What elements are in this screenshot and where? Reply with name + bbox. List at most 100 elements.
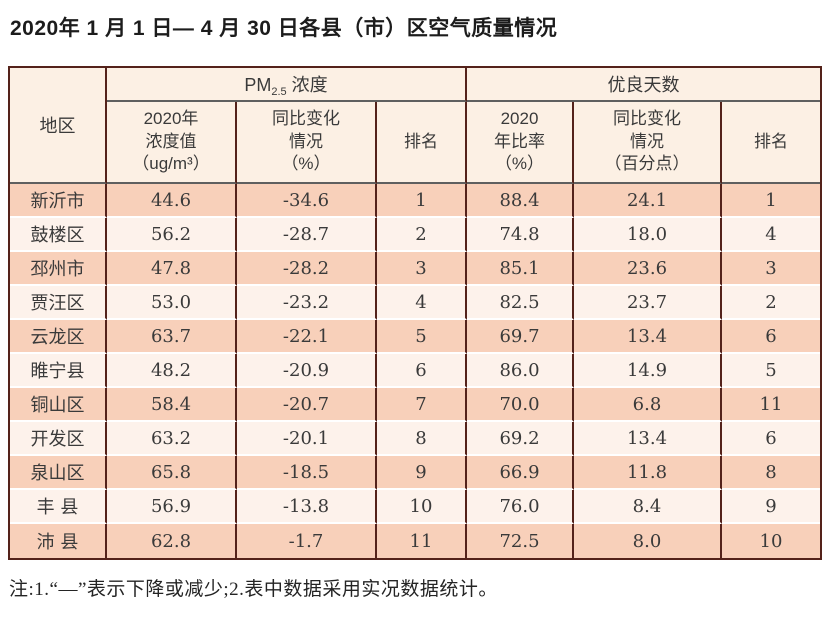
cell-pm-rank: 4	[377, 286, 467, 320]
cell-days-rate: 72.5	[467, 524, 574, 558]
cell-region: 铜山区	[10, 388, 107, 422]
cell-days-rank: 2	[722, 286, 820, 320]
cell-days-change: 23.6	[574, 252, 722, 286]
cell-pm-change: -28.2	[237, 252, 377, 286]
table-row: 铜山区 58.4 -20.7 7 70.0 6.8 11	[10, 388, 820, 422]
cell-pm-rank: 11	[377, 524, 467, 558]
cell-days-change: 8.4	[574, 490, 722, 524]
cell-days-rate: 82.5	[467, 286, 574, 320]
cell-pm-value: 53.0	[107, 286, 237, 320]
cell-days-rate: 88.4	[467, 184, 574, 218]
cell-pm-change: -23.2	[237, 286, 377, 320]
cell-region: 泉山区	[10, 456, 107, 490]
column-header-pm-rank: 排名	[377, 102, 467, 184]
cell-days-change: 24.1	[574, 184, 722, 218]
table-row: 丰 县 56.9 -13.8 10 76.0 8.4 9	[10, 490, 820, 524]
sub-header-row: 2020年 浓度值 （ug/m³） 同比变化 情况 （%） 排名 2020 年比…	[10, 102, 820, 184]
pm25-label-prefix: PM	[244, 74, 272, 95]
cell-days-rate: 70.0	[467, 388, 574, 422]
cell-pm-value: 47.8	[107, 252, 237, 286]
cell-pm-value: 56.9	[107, 490, 237, 524]
table-footnote: 注:1.“—”表示下降或减少;2.表中数据采用实况数据统计。	[9, 579, 498, 600]
cell-days-rate: 85.1	[467, 252, 574, 286]
group-header-good-days: 优良天数	[467, 68, 820, 102]
cell-pm-value: 58.4	[107, 388, 237, 422]
cell-days-change: 23.7	[574, 286, 722, 320]
group-header-pm25: PM2.5 浓度	[107, 68, 467, 102]
cell-days-change: 11.8	[574, 456, 722, 490]
cell-region: 鼓楼区	[10, 218, 107, 252]
cell-pm-rank: 10	[377, 490, 467, 524]
cell-days-rank: 3	[722, 252, 820, 286]
cell-pm-change: -20.9	[237, 354, 377, 388]
table-row: 邳州市 47.8 -28.2 3 85.1 23.6 3	[10, 252, 820, 286]
cell-pm-change: -28.7	[237, 218, 377, 252]
cell-days-rate: 66.9	[467, 456, 574, 490]
table-row: 鼓楼区 56.2 -28.7 2 74.8 18.0 4	[10, 218, 820, 252]
cell-days-change: 6.8	[574, 388, 722, 422]
table-row: 开发区 63.2 -20.1 8 69.2 13.4 6	[10, 422, 820, 456]
cell-days-rank: 1	[722, 184, 820, 218]
cell-days-rate: 76.0	[467, 490, 574, 524]
cell-days-rank: 5	[722, 354, 820, 388]
cell-days-change: 13.4	[574, 422, 722, 456]
cell-pm-change: -18.5	[237, 456, 377, 490]
column-header-pm-change: 同比变化 情况 （%）	[237, 102, 377, 184]
cell-days-rank: 6	[722, 422, 820, 456]
cell-days-rate: 69.7	[467, 320, 574, 354]
column-header-region: 地区	[10, 68, 107, 184]
group-header-row: 地区 PM2.5 浓度 优良天数	[10, 68, 820, 184]
table-row: 云龙区 63.7 -22.1 5 69.7 13.4 6	[10, 320, 820, 354]
cell-days-rate: 69.2	[467, 422, 574, 456]
column-header-days-change: 同比变化 情况 （百分点）	[574, 102, 722, 184]
cell-region: 开发区	[10, 422, 107, 456]
cell-pm-value: 48.2	[107, 354, 237, 388]
cell-pm-rank: 3	[377, 252, 467, 286]
cell-pm-rank: 1	[377, 184, 467, 218]
cell-days-change: 18.0	[574, 218, 722, 252]
cell-pm-rank: 8	[377, 422, 467, 456]
cell-days-change: 13.4	[574, 320, 722, 354]
cell-region: 睢宁县	[10, 354, 107, 388]
table-row: 泉山区 65.8 -18.5 9 66.9 11.8 8	[10, 456, 820, 490]
cell-days-change: 14.9	[574, 354, 722, 388]
cell-days-rank: 10	[759, 530, 783, 552]
cell-region: 新沂市	[10, 184, 107, 218]
table-header: 地区 PM2.5 浓度 优良天数 2020年 浓度值 （ug/m³） 同比变化 …	[10, 68, 820, 184]
cell-region: 邳州市	[10, 252, 107, 286]
cell-days-rank: 8	[722, 456, 820, 490]
pm25-label-suffix: 浓度	[286, 74, 328, 95]
cell-pm-value: 65.8	[107, 456, 237, 490]
cell-pm-rank: 9	[377, 456, 467, 490]
cell-pm-change: -20.1	[237, 422, 377, 456]
cell-pm-value: 63.7	[107, 320, 237, 354]
cell-pm-change: -1.7	[237, 524, 377, 558]
cell-region: 沛 县	[10, 524, 107, 558]
table-row: 沛 县 62.8 -1.7 11 72.5 8.0 10	[10, 524, 820, 558]
cell-days-rate: 86.0	[467, 354, 574, 388]
pm25-label-subscript: 2.5	[271, 85, 287, 98]
cell-pm-change: -22.1	[237, 320, 377, 354]
cell-pm-rank: 5	[377, 320, 467, 354]
column-header-days-rate: 2020 年比率 （%）	[467, 102, 574, 184]
cell-pm-change: -13.8	[237, 490, 377, 524]
cell-days-rate: 74.8	[467, 218, 574, 252]
page-title: 2020年 1 月 1 日— 4 月 30 日各县（市）区空气质量情况	[10, 17, 558, 40]
cell-pm-change: -20.7	[237, 388, 377, 422]
table-row: 新沂市 44.6 -34.6 1 88.4 24.1 1	[10, 184, 820, 218]
cell-pm-value: 62.8	[107, 524, 237, 558]
table-body: 新沂市 44.6 -34.6 1 88.4 24.1 1 鼓楼区 56.2 -28.7 2 74.8 1…	[10, 184, 820, 558]
cell-pm-change: -34.6	[237, 184, 377, 218]
cell-pm-rank: 7	[377, 388, 467, 422]
cell-days-rank: 9	[722, 490, 820, 524]
cell-days-rank: 6	[722, 320, 820, 354]
air-quality-table: 地区 PM2.5 浓度 优良天数 2020年 浓度值 （ug/m³） 同比变化 …	[8, 66, 822, 560]
cell-days-rank: 4	[722, 218, 820, 252]
table-row: 睢宁县 48.2 -20.9 6 86.0 14.9 5	[10, 354, 820, 388]
cell-days-change: 8.0	[574, 524, 722, 558]
cell-pm-rank: 2	[377, 218, 467, 252]
cell-pm-value: 56.2	[107, 218, 237, 252]
cell-pm-rank: 6	[377, 354, 467, 388]
cell-pm-value: 44.6	[107, 184, 237, 218]
